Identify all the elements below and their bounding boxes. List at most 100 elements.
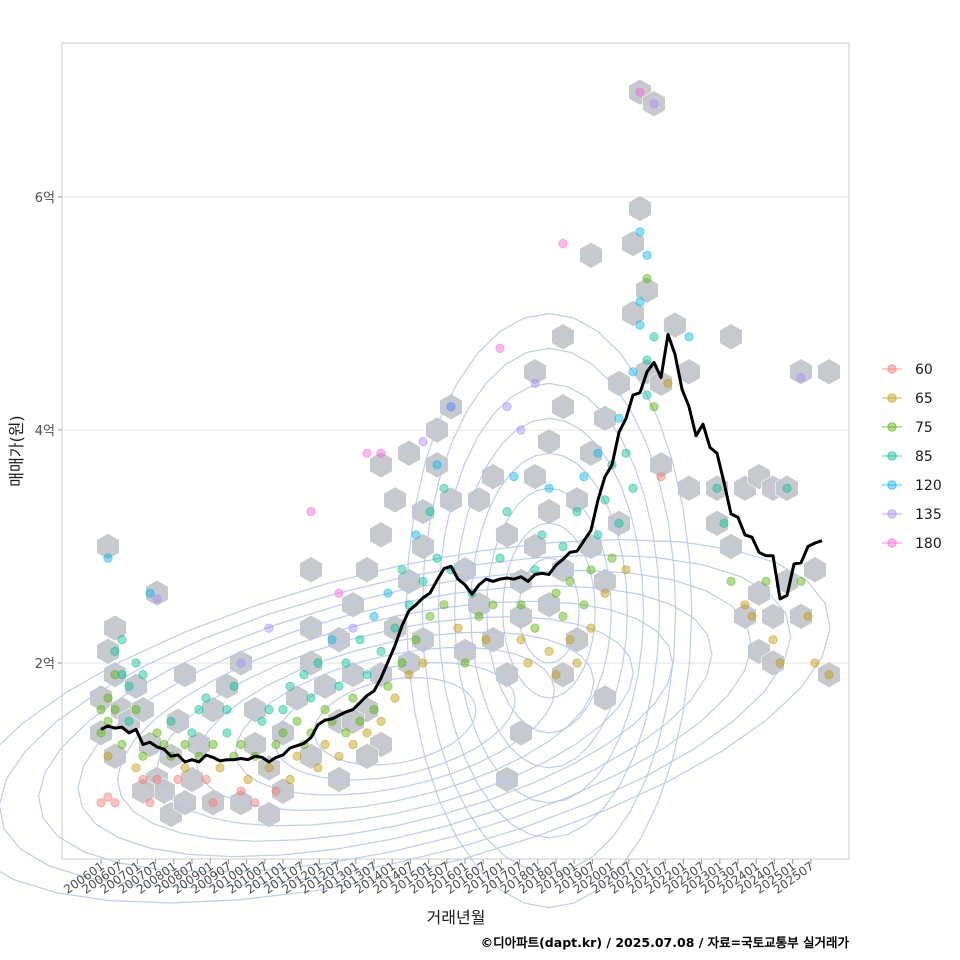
hexbin-cell	[103, 614, 127, 642]
scatter-point	[96, 704, 106, 715]
scatter-point	[628, 367, 638, 377]
scatter-point	[243, 774, 253, 785]
scatter-point	[649, 402, 659, 412]
hexbin-cell	[341, 591, 365, 619]
legend-item: 60	[882, 362, 933, 378]
scatter-point	[488, 600, 498, 610]
scatter-point	[131, 658, 141, 668]
density-contour	[116, 600, 674, 842]
scatter-point	[110, 798, 120, 808]
scatter-point	[222, 704, 232, 715]
scatter-point	[712, 483, 722, 493]
hexbin-cell	[327, 626, 351, 654]
scatter-point	[593, 448, 603, 458]
hexbin-cell	[719, 323, 743, 351]
legend-label: 65	[915, 391, 933, 407]
scatter-point	[649, 99, 659, 109]
scatter-point	[824, 669, 834, 680]
scatter-point	[502, 402, 512, 412]
hexbin-cell	[467, 486, 491, 514]
hexbin-cell	[537, 591, 561, 619]
density-contour	[234, 646, 556, 796]
caption: ©디아파트(dapt.kr) / 2025.07.08 / 자료=국토교통부 실…	[481, 935, 850, 950]
scatter-points	[96, 87, 834, 808]
hexbin-cell	[481, 463, 505, 490]
scatter-point	[593, 530, 603, 540]
legend-key-point	[887, 393, 897, 403]
scatter-point	[579, 471, 589, 482]
density-contour	[469, 452, 628, 769]
scatter-point	[152, 594, 162, 604]
hexbin-cell	[453, 556, 477, 584]
scatter-point	[572, 506, 582, 517]
hexbin-cell	[523, 463, 547, 490]
scatter-point	[306, 506, 316, 517]
hexbin-cell	[257, 754, 281, 782]
x-axis-title: 거래년월	[427, 908, 486, 927]
scatter-point	[544, 483, 554, 493]
hexbin-cell	[817, 661, 841, 688]
scatter-point	[229, 681, 239, 691]
scatter-point	[110, 704, 120, 715]
hexbin-cell	[607, 509, 631, 537]
density-contour	[0, 554, 792, 889]
scatter-point	[782, 483, 792, 493]
scatter-point	[110, 669, 120, 680]
scatter-point	[292, 716, 302, 726]
median-price-line	[100, 333, 823, 764]
scatter-point	[418, 658, 428, 668]
scatter-point	[250, 798, 260, 808]
scatter-point	[152, 728, 162, 738]
scatter-point	[138, 669, 148, 680]
scatter-point	[278, 728, 288, 738]
legend-label: 135	[915, 507, 942, 523]
legend-item: 85	[882, 449, 933, 465]
scatter-point	[747, 611, 757, 622]
scatter-point	[96, 728, 106, 738]
legend-item: 120	[882, 478, 942, 494]
y-tick-label: 6억	[35, 191, 55, 206]
scatter-point	[117, 635, 127, 645]
scatter-point	[313, 658, 323, 668]
scatter-point	[523, 658, 533, 668]
scatter-point	[292, 751, 302, 761]
hexbin-cell	[663, 311, 687, 339]
scatter-point	[201, 693, 211, 703]
hexbin-cell	[425, 416, 449, 444]
scatter-point	[194, 704, 204, 715]
y-tick-label: 4억	[35, 424, 55, 439]
scatter-point	[558, 611, 568, 622]
scatter-point	[131, 704, 141, 715]
scatter-point	[103, 792, 113, 802]
scatter-point	[271, 739, 281, 750]
hexbin-cell	[411, 533, 435, 560]
hexbin-cell	[271, 777, 295, 805]
density-contour	[453, 417, 645, 804]
hexbin-cell	[89, 684, 113, 712]
scatter-point	[530, 623, 540, 633]
scatter-point	[810, 658, 820, 668]
hexbin-cell	[551, 323, 575, 351]
hexbin-cell	[523, 533, 547, 560]
hexbin-cell	[635, 276, 659, 304]
legend-label: 60	[915, 362, 933, 378]
hexbin-cell	[509, 719, 533, 747]
scatter-point	[327, 635, 337, 645]
scatter-point	[341, 728, 351, 738]
hexbin-cell	[439, 486, 463, 514]
scatter-point	[684, 332, 694, 342]
scatter-point	[586, 623, 596, 633]
hexbin-cell	[299, 614, 323, 642]
hexbin-cell	[551, 661, 575, 688]
scatter-point	[530, 378, 540, 388]
scatter-point	[768, 635, 778, 645]
scatter-point	[208, 798, 218, 808]
scatter-point	[600, 588, 610, 598]
scatter-point	[362, 728, 372, 738]
density-contour	[421, 347, 677, 874]
scatter-point	[635, 87, 645, 97]
density-contour	[0, 538, 831, 904]
hexbin-cell	[621, 230, 645, 257]
hexbin-cell	[733, 603, 757, 630]
